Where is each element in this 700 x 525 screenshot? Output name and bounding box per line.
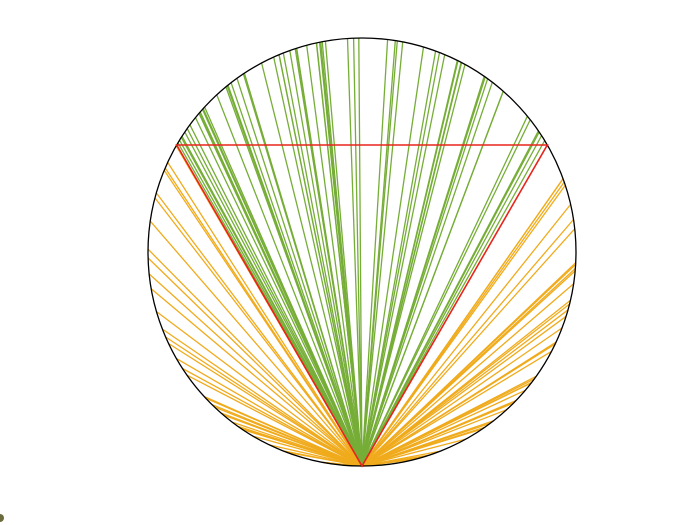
chord-shorter bbox=[203, 395, 363, 467]
chord-longer bbox=[361, 115, 528, 467]
chord-shorter bbox=[149, 220, 363, 467]
chord-shorter bbox=[164, 167, 363, 467]
chord-longer bbox=[361, 82, 493, 467]
long-chords-group bbox=[177, 37, 546, 467]
chord-longer bbox=[260, 62, 363, 467]
short-chords-group bbox=[147, 145, 577, 467]
chord-shorter bbox=[361, 409, 507, 467]
chord-longer bbox=[352, 38, 363, 467]
chord-longer bbox=[361, 64, 466, 467]
chord-longer bbox=[361, 41, 404, 467]
chord-shorter bbox=[361, 315, 567, 467]
chord-shorter bbox=[361, 401, 515, 467]
corner-mark bbox=[0, 514, 4, 522]
chord-shorter bbox=[167, 162, 363, 467]
chord-longer bbox=[361, 39, 389, 467]
chord-longer bbox=[227, 84, 363, 467]
chord-shorter bbox=[361, 309, 569, 467]
chord-shorter bbox=[156, 310, 363, 467]
chord-shorter bbox=[148, 273, 363, 467]
chord-shorter bbox=[361, 203, 572, 467]
chord-longer bbox=[189, 124, 363, 467]
chord-longer bbox=[358, 37, 363, 467]
chord-longer bbox=[243, 73, 363, 467]
chord-shorter bbox=[361, 262, 577, 467]
chord-longer bbox=[361, 130, 539, 467]
chord-longer bbox=[278, 54, 363, 467]
chord-shorter bbox=[176, 358, 363, 467]
chord-longer bbox=[361, 91, 504, 467]
chord-shorter bbox=[162, 328, 363, 467]
chord-longer bbox=[181, 135, 363, 467]
chord-shorter bbox=[361, 426, 486, 467]
chord-shorter bbox=[147, 248, 363, 467]
chord-longer bbox=[198, 112, 363, 467]
chord-longer bbox=[361, 40, 396, 467]
chord-longer bbox=[361, 54, 446, 467]
chord-longer bbox=[216, 94, 363, 467]
chord-shorter bbox=[361, 228, 576, 467]
chord-longer bbox=[184, 131, 363, 467]
chord-shorter bbox=[214, 406, 363, 467]
chord-longer bbox=[236, 78, 363, 467]
chord-longer bbox=[361, 50, 437, 467]
chord-shorter bbox=[361, 178, 564, 467]
chord-shorter bbox=[361, 454, 431, 467]
chord-longer bbox=[201, 109, 363, 467]
chord-shorter bbox=[361, 219, 574, 467]
chord-longer bbox=[194, 117, 363, 467]
chord-shorter bbox=[147, 257, 363, 467]
chord-shorter bbox=[361, 378, 535, 467]
chord-shorter bbox=[361, 327, 563, 467]
chord-longer bbox=[273, 56, 363, 467]
chord-longer bbox=[361, 46, 425, 467]
chord-shorter bbox=[361, 350, 552, 467]
chord-longer bbox=[361, 60, 458, 467]
inscribed-equilateral-triangle bbox=[175, 144, 549, 468]
chord-shorter bbox=[242, 428, 363, 467]
chord-longer bbox=[282, 52, 363, 467]
chord-shorter bbox=[154, 197, 363, 467]
chord-shorter bbox=[182, 367, 363, 467]
chord-shorter bbox=[165, 336, 363, 467]
chord-shorter bbox=[282, 450, 363, 467]
chord-longer bbox=[346, 38, 363, 467]
chord-shorter bbox=[361, 283, 575, 467]
chord-longer bbox=[289, 50, 363, 467]
chord-shorter bbox=[361, 438, 466, 467]
chord-longer bbox=[361, 135, 543, 467]
chord-longer bbox=[361, 119, 531, 467]
chord-longer bbox=[306, 45, 363, 467]
chord-shorter bbox=[361, 389, 526, 467]
chord-longer bbox=[361, 76, 485, 467]
chord-longer bbox=[296, 48, 363, 467]
chord-shorter bbox=[361, 267, 576, 467]
chord-longer bbox=[361, 52, 441, 467]
chord-shorter bbox=[150, 288, 363, 467]
chord-shorter bbox=[361, 343, 556, 467]
chord-shorter bbox=[155, 192, 363, 467]
chord-longer bbox=[318, 42, 363, 467]
